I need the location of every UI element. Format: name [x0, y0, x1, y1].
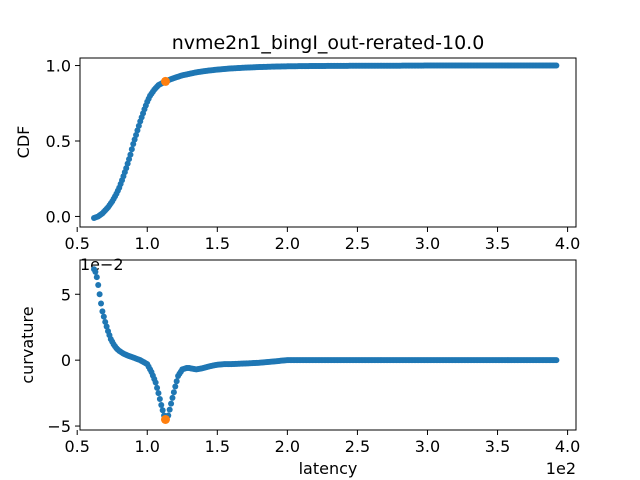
curvature-data-point: [173, 378, 180, 385]
curvature-data-point: [152, 379, 159, 386]
cdf-y-axis-label: CDF: [14, 126, 33, 159]
curvature-data-point: [100, 313, 107, 320]
curvature-data-point: [99, 308, 106, 315]
curvature-panel: 1e−2 0.5 1.0 1.5 2.0 2.5 3.0 3.5 4.0 −5 0 5 curva…: [18, 255, 580, 478]
curvature-data-point: [95, 282, 102, 289]
cdf-x-tick-label: 1.5: [205, 234, 230, 253]
x-axis-label: latency: [299, 459, 358, 478]
curvature-data-point: [155, 390, 162, 397]
cdf-y-tick-label: 0.0: [46, 207, 71, 226]
cdf-y-ticks: 0.0 0.5 1.0: [46, 57, 80, 226]
cdf-y-tick-label: 1.0: [46, 57, 71, 76]
cdf-x-tick-label: 3.5: [485, 234, 510, 253]
curvature-marks: [91, 266, 560, 424]
cdf-data-point: [134, 127, 141, 134]
cdf-data-point: [126, 156, 133, 163]
cdf-panel: nvme2n1_bingI_out-rerated-10.0 0.5 1.0 1.5…: [14, 32, 580, 253]
curvature-data-point: [172, 383, 179, 390]
cdf-data-point: [135, 122, 142, 129]
curvature-data-point: [93, 274, 100, 281]
cdf-x-tick-label: 2.0: [275, 234, 300, 253]
cdf-axes-frame: [79, 57, 577, 228]
curvature-data-point: [166, 406, 173, 413]
curvature-data-point: [156, 396, 163, 403]
curvature-axes-frame: [79, 259, 577, 431]
curvature-y-ticks: −5 0 5: [47, 285, 80, 436]
cdf-marks: [91, 62, 560, 221]
curvature-y-tick-label: 0: [61, 351, 71, 370]
curvature-x-tick-label: 2.0: [275, 437, 300, 456]
cdf-data-point: [123, 165, 130, 172]
cdf-data-point: [124, 160, 131, 167]
curvature-y-tick-label: −5: [47, 417, 71, 436]
curvature-data-point: [170, 389, 177, 396]
curvature-x-tick-label: 1.5: [205, 437, 230, 456]
cdf-data-point: [130, 141, 137, 148]
cdf-x-tick-label: 4.0: [555, 234, 580, 253]
curvature-x-tick-label: 1.0: [135, 437, 160, 456]
curvature-data-point: [96, 291, 103, 298]
curvature-x-tick-label: 0.5: [64, 437, 89, 456]
curvature-data-point: [102, 318, 109, 325]
curvature-data-point: [169, 394, 176, 401]
curvature-x-tick-label: 3.0: [415, 437, 440, 456]
curvature-data-point: [98, 300, 105, 307]
cdf-x-tick-label: 2.5: [345, 234, 370, 253]
curvature-data-point: [158, 401, 165, 408]
curvature-data-point: [103, 323, 110, 330]
cdf-data-point: [128, 146, 135, 153]
curvature-data-point: [168, 400, 175, 407]
cdf-data-point: [131, 136, 138, 143]
curvature-x-tick-label: 4.0: [555, 437, 580, 456]
cdf-series-0: [91, 62, 560, 221]
curvature-x-ticks: 0.5 1.0 1.5 2.0 2.5 3.0 3.5 4.0: [64, 430, 580, 456]
curvature-x-tick-label: 3.5: [485, 437, 510, 456]
curvature-data-point: [154, 384, 161, 391]
cdf-y-tick-label: 0.5: [46, 132, 71, 151]
curvature-highlight-point: [160, 414, 170, 424]
cdf-x-tick-label: 3.0: [415, 234, 440, 253]
curvature-x-tick-label: 2.5: [345, 437, 370, 456]
curvature-y-tick-label: 5: [61, 285, 71, 304]
cdf-x-tick-label: 1.0: [135, 234, 160, 253]
cdf-data-point: [553, 62, 560, 69]
curvature-data-point: [159, 407, 166, 414]
cdf-highlight-point: [160, 76, 170, 86]
cdf-x-ticks: 0.5 1.0 1.5 2.0 2.5 3.0 3.5 4.0: [64, 227, 580, 253]
curvature-data-point: [553, 357, 560, 364]
curvature-data-point: [92, 268, 99, 275]
cdf-data-point: [127, 151, 134, 158]
cdf-data-point: [133, 131, 140, 138]
cdf-x-tick-label: 0.5: [64, 234, 89, 253]
x-offset-text: 1e2: [546, 459, 576, 478]
curvature-y-axis-label: curvature: [18, 306, 37, 383]
curvature-y-offset-text: 1e−2: [80, 255, 124, 274]
chart-title: nvme2n1_bingI_out-rerated-10.0: [172, 32, 485, 54]
